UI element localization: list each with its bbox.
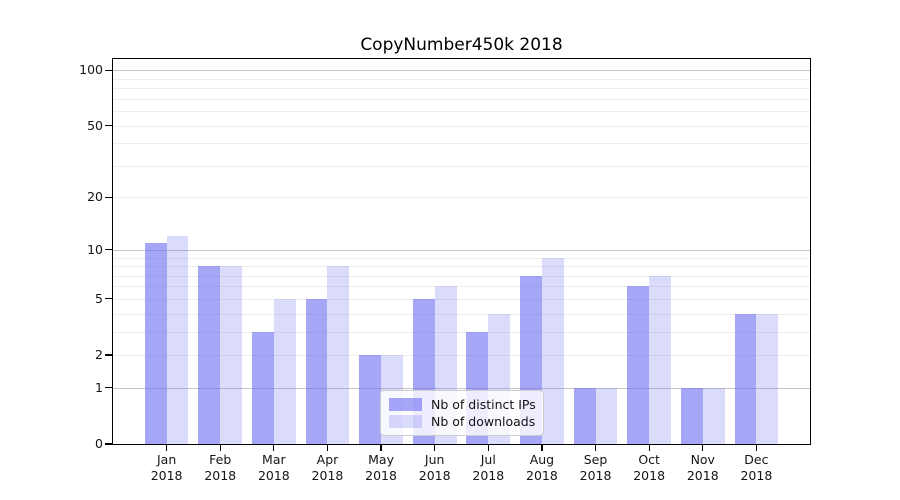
bar-aug-downloads: [541, 257, 564, 444]
legend-swatch-distinct-ips: [389, 398, 422, 411]
x-tick: [541, 444, 543, 451]
x-tick-label: Jul 2018: [472, 452, 505, 483]
x-tick: [434, 444, 436, 451]
bar-may-ips: [359, 355, 382, 444]
x-tick: [648, 444, 650, 451]
legend: Nb of distinct IPs Nb of downloads: [380, 390, 544, 436]
y-tick-label: 0: [95, 436, 103, 451]
minor-gridline: [113, 197, 810, 199]
bar-oct-ips: [627, 286, 650, 444]
major-gridline: [113, 70, 810, 72]
minor-gridline: [113, 143, 810, 145]
y-tick-label: 5: [95, 290, 103, 306]
legend-label-distinct-ips: Nb of distinct IPs: [431, 397, 536, 412]
y-tick-label: 10: [87, 241, 103, 257]
bar-feb-ips: [198, 266, 221, 444]
x-tick-label: May 2018: [365, 452, 397, 483]
x-tick-label: Nov 2018: [686, 452, 719, 483]
bar-jan-ips: [144, 242, 167, 444]
bar-feb-downloads: [220, 266, 243, 444]
y-tick-label: 50: [87, 117, 103, 133]
legend-label-downloads: Nb of downloads: [431, 414, 536, 429]
minor-gridline: [113, 98, 810, 100]
x-tick-label: Dec 2018: [740, 452, 773, 483]
x-tick-label: Aug 2018: [526, 452, 558, 483]
minor-gridline: [113, 165, 810, 167]
x-tick: [702, 444, 704, 451]
x-tick-label: Mar 2018: [257, 452, 290, 483]
bar-sep-ips: [573, 387, 596, 444]
y-tick: [105, 196, 112, 198]
minor-gridline: [113, 257, 810, 259]
chart-title: CopyNumber450k 2018: [360, 35, 563, 55]
bar-nov-downloads: [702, 387, 725, 444]
minor-gridline: [113, 313, 810, 315]
bar-apr-ips: [305, 298, 328, 444]
minor-gridline: [113, 331, 810, 333]
x-tick: [487, 444, 489, 451]
plot-area: [113, 59, 810, 444]
y-tick: [105, 298, 112, 300]
minor-gridline: [113, 88, 810, 90]
bar-apr-downloads: [327, 266, 350, 444]
x-tick-label: Sep 2018: [579, 452, 612, 483]
bar-dec-downloads: [756, 313, 779, 444]
x-tick: [326, 444, 329, 451]
x-tick: [273, 444, 275, 451]
legend-item-downloads: Nb of downloads: [389, 414, 536, 429]
y-tick: [105, 443, 112, 445]
minor-gridline: [113, 78, 810, 80]
y-tick-label: 100: [79, 62, 103, 78]
x-tick-label: Oct 2018: [633, 452, 666, 483]
x-tick: [219, 444, 221, 451]
x-tick: [166, 444, 168, 451]
y-tick-label: 1: [95, 379, 103, 395]
x-tick-label: Feb 2018: [204, 452, 237, 483]
legend-swatch-downloads: [389, 415, 422, 428]
x-tick: [755, 444, 757, 451]
bar-oct-downloads: [649, 275, 671, 444]
major-gridline: [113, 387, 810, 389]
bar-mar-ips: [252, 331, 274, 444]
bar-nov-ips: [680, 387, 703, 444]
y-tick: [105, 249, 112, 251]
x-tick: [594, 444, 597, 451]
minor-gridline: [113, 266, 810, 268]
bar-jan-downloads: [166, 236, 189, 444]
y-tick-label: 2: [95, 347, 103, 363]
y-tick: [105, 69, 112, 71]
bar-mar-downloads: [273, 298, 296, 444]
minor-gridline: [113, 275, 810, 277]
minor-gridline: [113, 355, 810, 357]
legend-item-distinct-ips: Nb of distinct IPs: [389, 397, 536, 412]
bar-dec-ips: [734, 313, 757, 444]
minor-gridline: [113, 286, 810, 288]
y-tick: [105, 124, 112, 127]
y-tick: [105, 354, 112, 356]
major-gridline: [113, 249, 810, 251]
bar-sep-downloads: [595, 387, 618, 444]
x-tick-label: Jun 2018: [418, 452, 451, 483]
x-tick-label: Apr 2018: [311, 452, 344, 483]
y-tick: [105, 387, 112, 389]
x-tick: [380, 444, 382, 451]
y-tick-label: 20: [87, 189, 103, 205]
minor-gridline: [113, 111, 810, 113]
x-tick-label: Jan 2018: [150, 452, 183, 483]
minor-gridline: [113, 298, 810, 300]
minor-gridline: [113, 125, 810, 127]
